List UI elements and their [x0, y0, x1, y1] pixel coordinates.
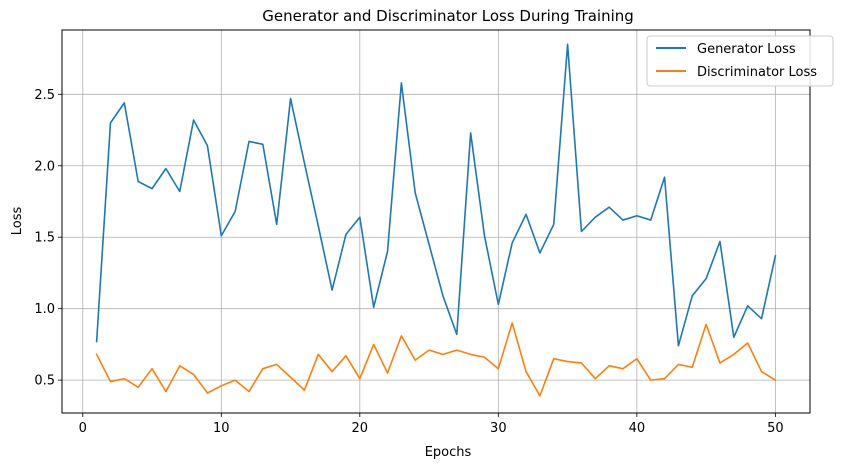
legend-box [646, 35, 834, 87]
chart-title: Generator and Discriminator Loss During … [262, 7, 634, 25]
plot-frame [61, 29, 811, 414]
x-tick-label: 30 [490, 421, 507, 436]
y-axis-title: Loss [10, 207, 25, 236]
y-tick-label: 2.5 [34, 88, 55, 103]
y-tick-label: 1.5 [34, 231, 55, 246]
x-tick-label: 20 [352, 421, 369, 436]
legend: Generator Loss Discriminator Loss [646, 35, 834, 87]
x-tick-label: 50 [767, 421, 784, 436]
y-tick-label: 1.0 [34, 302, 55, 317]
x-axis-title: Epochs [425, 445, 472, 460]
legend-label-generator: Generator Loss [697, 42, 796, 57]
discriminator-loss-line [95, 322, 777, 397]
y-tick-label: 0.5 [34, 374, 55, 389]
legend-label-discriminator: Discriminator Loss [697, 65, 817, 80]
series-lines [95, 43, 777, 397]
generator-loss-line [95, 43, 777, 347]
x-tick-label: 0 [79, 421, 87, 436]
y-tick-label: 2.0 [34, 159, 55, 174]
x-tick-label: 10 [213, 421, 230, 436]
axis-ticks: 0 10 20 30 40 50 0.5 1.0 1.5 2.0 2.5 [34, 88, 783, 436]
x-tick-label: 40 [629, 421, 646, 436]
